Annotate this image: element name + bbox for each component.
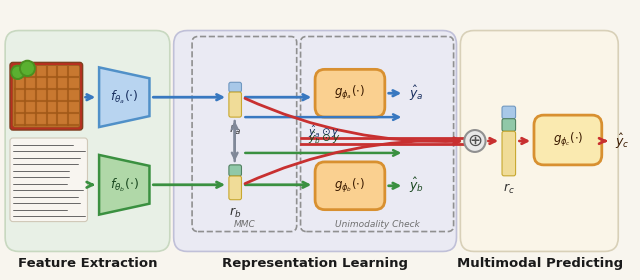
FancyBboxPatch shape — [229, 82, 241, 92]
Text: $\hat{y}_a$: $\hat{y}_a$ — [409, 84, 424, 103]
Polygon shape — [99, 67, 150, 127]
FancyBboxPatch shape — [229, 165, 241, 176]
FancyBboxPatch shape — [229, 92, 241, 117]
Text: Unimodality Check: Unimodality Check — [335, 220, 419, 229]
Text: $\hat{y}_a\odot y$: $\hat{y}_a\odot y$ — [308, 124, 340, 140]
Text: $g_{\phi_b}(\cdot)$: $g_{\phi_b}(\cdot)$ — [335, 177, 365, 195]
Text: $g_{\phi_c}(\cdot)$: $g_{\phi_c}(\cdot)$ — [552, 131, 583, 149]
Text: $g_{\phi_a}(\cdot)$: $g_{\phi_a}(\cdot)$ — [335, 84, 365, 102]
Text: $\hat{y}_b$: $\hat{y}_b$ — [409, 176, 424, 195]
FancyBboxPatch shape — [13, 65, 80, 127]
FancyBboxPatch shape — [315, 69, 385, 117]
FancyBboxPatch shape — [5, 31, 170, 251]
FancyBboxPatch shape — [502, 106, 516, 119]
FancyBboxPatch shape — [10, 62, 83, 130]
Text: $r_c$: $r_c$ — [503, 182, 515, 196]
Polygon shape — [99, 155, 150, 215]
FancyBboxPatch shape — [534, 115, 602, 165]
Text: $f_{\theta_b}(\cdot)$: $f_{\theta_b}(\cdot)$ — [110, 176, 139, 193]
FancyBboxPatch shape — [315, 162, 385, 210]
Text: MMC: MMC — [234, 220, 255, 229]
Text: $r_a$: $r_a$ — [229, 123, 241, 137]
FancyBboxPatch shape — [502, 131, 516, 176]
Circle shape — [22, 62, 33, 74]
Text: $\hat{y}_c$: $\hat{y}_c$ — [615, 132, 630, 151]
Text: Feature Extraction: Feature Extraction — [18, 257, 157, 270]
FancyBboxPatch shape — [460, 31, 618, 251]
Text: Multimodal Predicting: Multimodal Predicting — [457, 257, 623, 270]
FancyBboxPatch shape — [173, 31, 456, 251]
FancyBboxPatch shape — [10, 138, 88, 221]
Text: $f_{\theta_a}(\cdot)$: $f_{\theta_a}(\cdot)$ — [110, 88, 139, 106]
Circle shape — [13, 67, 22, 77]
Circle shape — [464, 130, 486, 152]
FancyBboxPatch shape — [502, 119, 516, 131]
Circle shape — [11, 65, 24, 79]
FancyBboxPatch shape — [229, 176, 241, 200]
Text: $\hat{y}_b\odot y$: $\hat{y}_b\odot y$ — [308, 130, 340, 146]
Text: Representation Learning: Representation Learning — [222, 257, 408, 270]
Text: $\oplus$: $\oplus$ — [467, 132, 483, 150]
Text: $r_b$: $r_b$ — [229, 206, 241, 220]
Circle shape — [20, 60, 35, 76]
